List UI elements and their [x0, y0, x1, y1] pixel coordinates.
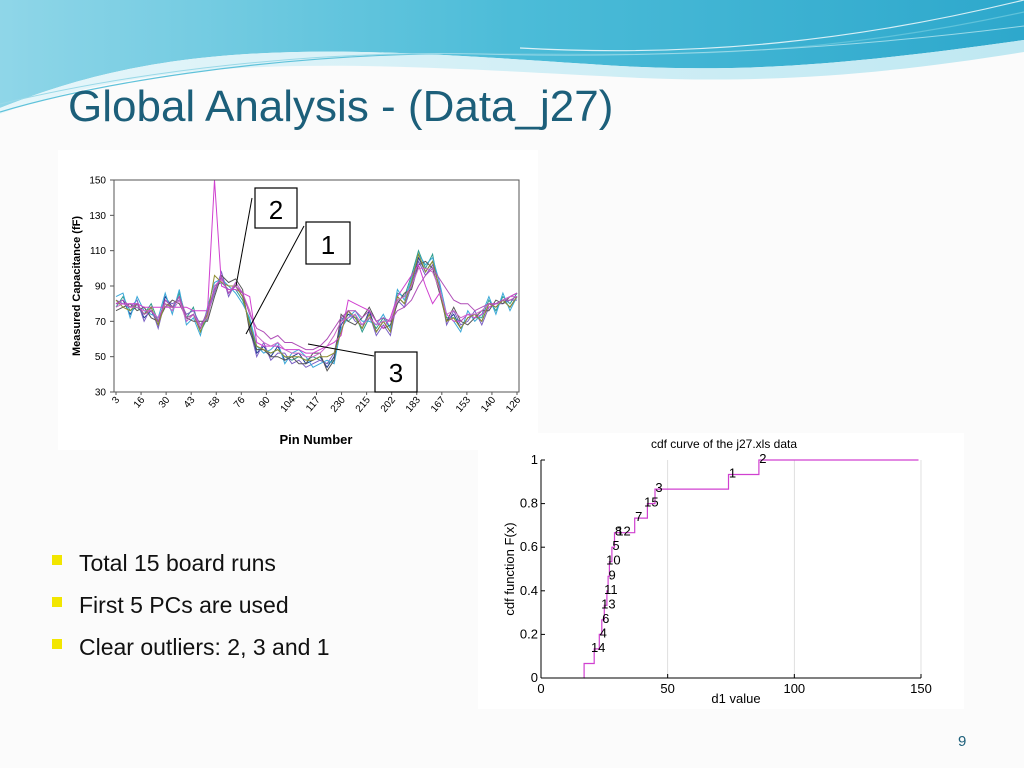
- bullet-item: Total 15 board runs: [52, 542, 330, 584]
- slide-title: Global Analysis - (Data_j27): [68, 82, 614, 131]
- chart2-y-tick-label: 0.2: [520, 626, 538, 641]
- chart2-cdf-step-line: [583, 459, 919, 679]
- chart1-y-tick-label: 30: [95, 388, 107, 399]
- chart1-y-axis-label: Measured Capacitance (fF): [71, 216, 83, 356]
- chart2-point-label: 15: [644, 495, 658, 510]
- bullet-square-icon: [52, 555, 62, 565]
- chart1-x-axis-label: Pin Number: [280, 432, 353, 447]
- chart1-y-tick-label: 70: [95, 317, 107, 328]
- chart1-y-tick-label: 50: [95, 352, 107, 363]
- bullet-text: Total 15 board runs: [79, 549, 276, 576]
- chart1-y-tick-label: 130: [89, 211, 106, 222]
- chart1-x-tick-label: 3: [110, 395, 122, 407]
- bullet-text: Clear outliers: 2, 3 and 1: [79, 633, 330, 660]
- chart2-y-axis-label: cdf function F(x): [502, 522, 517, 615]
- chart2-point-label: 6: [602, 611, 609, 626]
- chart2-y-tick-label: 0.6: [520, 539, 538, 554]
- chart2-point-label: 5: [612, 538, 619, 553]
- bullet-square-icon: [52, 597, 62, 607]
- chart2-point-label: 3: [655, 480, 662, 495]
- chart2-x-tick-label: 150: [910, 681, 932, 696]
- chart2-point-label: 8: [615, 524, 622, 539]
- chart2-x-tick-label: 100: [783, 681, 805, 696]
- chart2-point-label: 4: [600, 625, 607, 640]
- chart2-background: [478, 433, 964, 709]
- chart2-point-label: 2: [759, 451, 766, 466]
- chart2-x-tick-label: 50: [660, 681, 674, 696]
- chart2-point-label: 11: [604, 582, 618, 597]
- chart2-point-label: 10: [606, 553, 620, 568]
- chart2-point-label: 9: [609, 567, 616, 582]
- bullet-item: First 5 PCs are used: [52, 584, 330, 626]
- chart2-point-label: 12: [616, 524, 630, 539]
- chart2-point-label: 13: [601, 596, 615, 611]
- chart2-y-tick-label: 0.8: [520, 496, 538, 511]
- page-number: 9: [958, 733, 967, 750]
- bullet-list: Total 15 board runs First 5 PCs are used…: [52, 542, 330, 668]
- chart2-y-tick-label: 0.4: [520, 583, 538, 598]
- chart2-x-tick-label: 0: [537, 681, 544, 696]
- chart2-x-axis-label: d1 value: [711, 691, 760, 706]
- chart2-y-tick-label: 1: [531, 452, 538, 467]
- chart2-point-label: 14: [591, 640, 605, 655]
- chart2-point-label: 7: [635, 509, 642, 524]
- chart1-y-tick-label: 150: [89, 176, 106, 187]
- chart2-y-tick-label: 0: [531, 670, 538, 685]
- chart1-y-tick-label: 110: [90, 246, 106, 257]
- bullet-text: First 5 PCs are used: [79, 591, 289, 618]
- chart2-title: cdf curve of the j27.xls data: [651, 437, 797, 451]
- cdf-step-chart: cdf curve of the j27.xls data 0 50 100 1500…: [478, 433, 964, 709]
- chart1-y-tick-label: 90: [95, 282, 107, 293]
- bullet-square-icon: [52, 639, 62, 649]
- chart2-point-label: 1: [729, 466, 736, 481]
- bullet-item: Clear outliers: 2, 3 and 1: [52, 626, 330, 668]
